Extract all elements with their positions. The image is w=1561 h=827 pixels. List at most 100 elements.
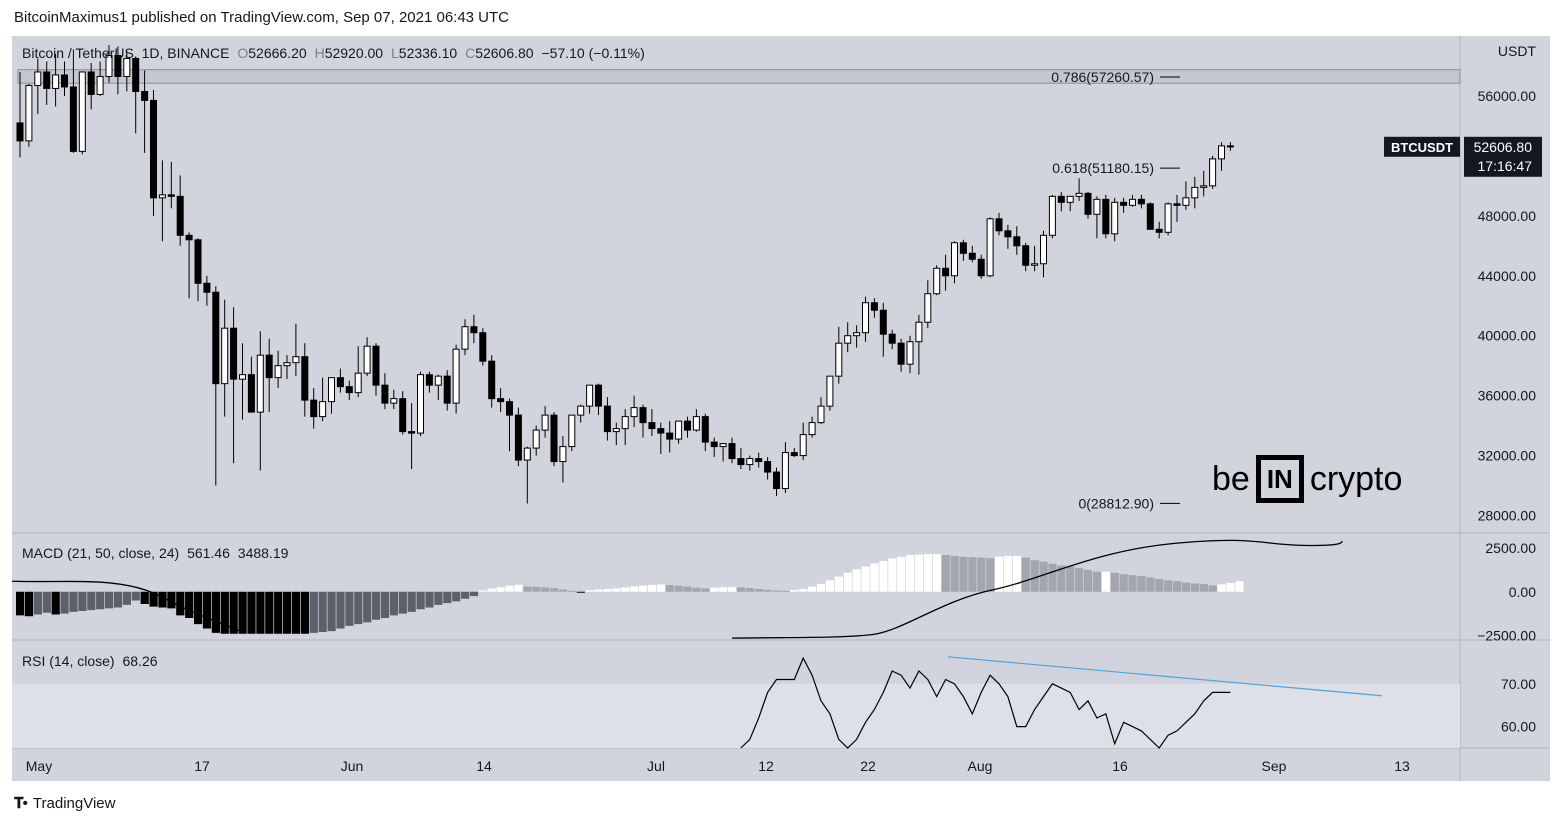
macd-histogram-bar	[736, 587, 746, 592]
candle-up	[844, 335, 852, 344]
candle-down	[194, 239, 202, 284]
fib-level-label: 0(28812.90)	[1078, 495, 1154, 511]
candle-up	[452, 348, 460, 404]
macd-histogram-bar	[42, 591, 51, 613]
candle-down	[141, 90, 149, 101]
macd-histogram-bar	[140, 591, 149, 604]
candle-up	[158, 194, 166, 199]
macd-histogram-bar	[274, 591, 283, 634]
candle-down	[443, 375, 451, 404]
candle-up	[105, 54, 113, 77]
macd-histogram-bar	[443, 591, 452, 604]
candle-up	[986, 218, 994, 277]
resistance-zone	[17, 69, 1461, 84]
candle-down	[870, 302, 878, 311]
macd-histogram-bar	[398, 591, 407, 614]
macd-histogram-bar	[113, 591, 123, 608]
time-axis-label: 17	[194, 758, 210, 774]
macd-histogram-bar	[585, 590, 594, 592]
candle-down	[790, 452, 798, 457]
candle-up	[363, 345, 371, 374]
macd-histogram-bar	[434, 591, 443, 605]
chart-frame[interactable]: 0.786(57260.57) 0.618(51180.15) 0(28812.90…	[12, 36, 1550, 781]
macd-histogram-bar	[416, 591, 425, 610]
candle-down	[1173, 203, 1181, 206]
macd-histogram-bar	[986, 558, 995, 592]
macd-legend: MACD (21, 50, close, 24) 561.46 3488.19	[22, 545, 288, 561]
rsi-trendline	[947, 656, 1383, 697]
candle-up	[621, 416, 629, 430]
candle-down	[185, 234, 193, 241]
macd-histogram-bar	[1226, 583, 1235, 592]
macd-histogram-bar	[790, 590, 799, 592]
fib-level-label: 0.618(51180.15)	[1052, 160, 1154, 176]
rsi-line	[740, 656, 1231, 749]
macd-histogram-bar	[69, 591, 78, 612]
macd-histogram-bar	[808, 586, 817, 592]
rsi-value: 68.26	[122, 653, 158, 669]
candle-down	[16, 122, 24, 142]
candle-up	[781, 452, 789, 490]
macd-histogram-bar	[879, 560, 888, 592]
candle-down	[1226, 145, 1234, 148]
candle-up	[1093, 198, 1101, 215]
candle-down	[479, 332, 487, 362]
symbol-name: Bitcoin / TetherUS, 1D, BINANCE	[22, 45, 230, 61]
candle-down	[69, 86, 77, 152]
candle-down	[310, 399, 318, 418]
candle-down	[942, 267, 950, 277]
price-chart[interactable]: 0.786(57260.57) 0.618(51180.15) 0(28812.90…	[12, 36, 1550, 781]
candle-up	[78, 71, 86, 152]
time-axis-label: 14	[476, 758, 492, 774]
macd-histogram-bar	[1119, 574, 1128, 592]
macd-histogram-bar	[959, 556, 968, 592]
macd-histogram-bar	[612, 588, 621, 592]
macd-histogram-bar	[505, 585, 514, 592]
watermark-left: be	[1212, 459, 1250, 498]
candle-down	[514, 414, 522, 461]
candle-down	[408, 431, 416, 434]
candle-up	[328, 377, 335, 403]
publisher-header: BitcoinMaximus1 published on TradingView…	[14, 9, 510, 26]
tradingview-logo-icon: 𝐓•	[14, 795, 28, 812]
candle-up	[541, 414, 549, 431]
beincrypto-watermark: be IN crypto	[1212, 455, 1402, 503]
candle-down	[425, 374, 433, 386]
candle-down	[995, 218, 1003, 232]
price-tick-label: 56000.00	[1478, 88, 1537, 104]
candle-up	[915, 321, 923, 343]
macd-histogram-bar	[514, 584, 523, 592]
candle-up	[817, 405, 825, 424]
rsi-label: RSI (14, close)	[22, 653, 115, 669]
candle-up	[586, 384, 594, 407]
macd-histogram-bar	[211, 591, 220, 633]
time-axis-label: 13	[1394, 758, 1410, 774]
candle-up	[283, 362, 291, 367]
candle-down	[1057, 195, 1065, 203]
macd-histogram-bar	[238, 591, 247, 634]
candle-down	[639, 407, 647, 424]
candle-up	[675, 420, 683, 440]
macd-histogram-bar	[977, 557, 986, 592]
candle-up	[630, 407, 638, 418]
macd-histogram-bar	[309, 591, 318, 633]
candle-up	[692, 416, 700, 431]
macd-histogram-bar	[630, 586, 639, 592]
candle-up	[34, 71, 42, 86]
candle-down	[203, 282, 211, 293]
macd-histogram-bar	[1066, 566, 1075, 592]
macd-histogram-bar	[701, 588, 710, 592]
macd-histogram-bar	[51, 591, 60, 615]
macd-histogram-bar	[158, 591, 167, 608]
footer-brand: TradingView	[32, 795, 116, 812]
macd-histogram-bar	[834, 576, 843, 592]
macd-histogram-bar	[968, 557, 977, 592]
macd-histogram-bar	[247, 591, 256, 634]
candle-up	[274, 365, 282, 379]
candle-up	[1218, 145, 1225, 160]
macd-histogram-bar	[656, 584, 665, 592]
macd-histogram-bar	[603, 588, 612, 592]
macd-histogram-bar	[852, 569, 861, 592]
price-tick-label: 28000.00	[1478, 508, 1537, 524]
candle-down	[728, 443, 736, 460]
